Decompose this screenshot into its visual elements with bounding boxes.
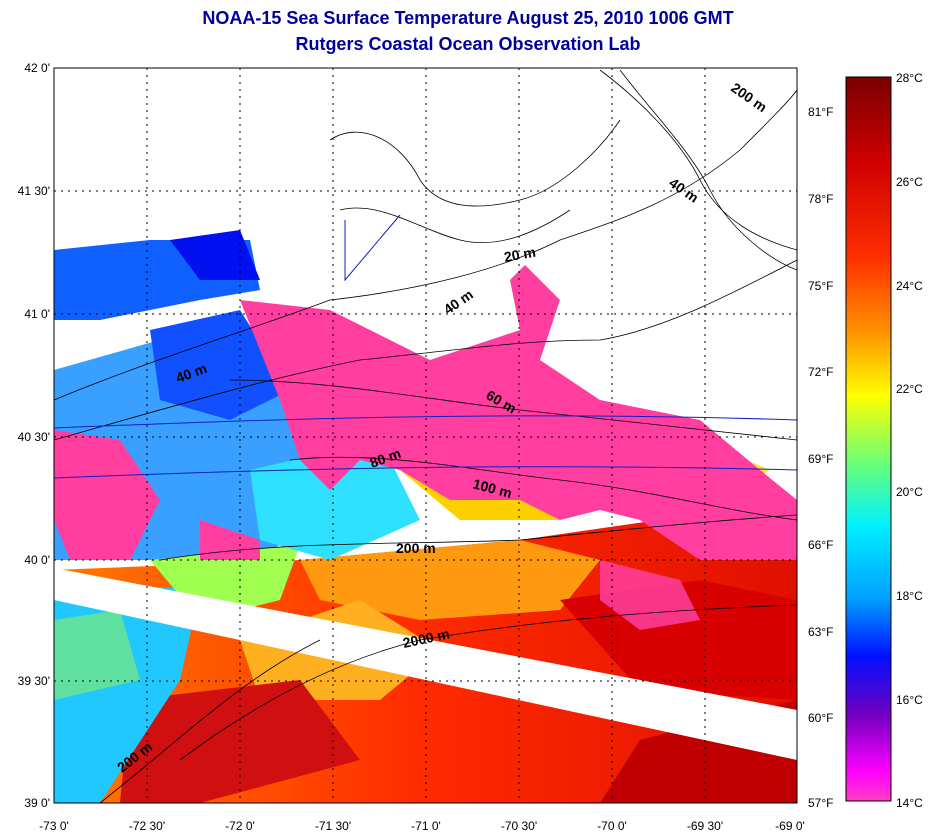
lon-label: -71 30' — [315, 819, 351, 833]
celsius-label: 20°C — [896, 485, 923, 499]
lat-label: 42 0' — [24, 61, 50, 75]
lat-label: 41 0' — [24, 307, 50, 321]
celsius-label: 26°C — [896, 175, 923, 189]
colorbar — [845, 76, 892, 802]
fahrenheit-label: 57°F — [808, 796, 833, 810]
lon-label: -69 30' — [687, 819, 723, 833]
fahrenheit-label: 66°F — [808, 538, 833, 552]
fahrenheit-label: 81°F — [808, 105, 833, 119]
lat-axis: 42 0' 41 30' 41 0' 40 30' 40 0' 39 30' 3… — [18, 61, 50, 810]
fahrenheit-label: 69°F — [808, 452, 833, 466]
lon-label: -70 30' — [501, 819, 537, 833]
lon-label: -72 0' — [225, 819, 255, 833]
celsius-label: 24°C — [896, 279, 923, 293]
lat-label: 40 0' — [24, 553, 50, 567]
fahrenheit-label: 63°F — [808, 625, 833, 639]
map-subtitle: Rutgers Coastal Ocean Observation Lab — [295, 34, 641, 54]
lat-label: 39 0' — [24, 796, 50, 810]
contour-label: 200 m — [396, 540, 436, 556]
lon-label: -70 0' — [597, 819, 627, 833]
map-title: NOAA-15 Sea Surface Temperature August 2… — [202, 8, 734, 28]
fahrenheit-label: 72°F — [808, 365, 833, 379]
lon-label: -73 0' — [39, 819, 69, 833]
celsius-label: 28°C — [896, 71, 923, 85]
fahrenheit-label: 78°F — [808, 192, 833, 206]
celsius-label: 16°C — [896, 693, 923, 707]
lat-label: 40 30' — [18, 430, 50, 444]
celsius-label: 18°C — [896, 589, 923, 603]
celsius-axis: 28°C 26°C 24°C 22°C 20°C 18°C 16°C 14°C — [896, 71, 923, 810]
map-frame — [53, 67, 798, 804]
fahrenheit-label: 60°F — [808, 711, 833, 725]
lon-label: -69 0' — [775, 819, 805, 833]
lat-label: 41 30' — [18, 184, 50, 198]
celsius-label: 14°C — [896, 796, 923, 810]
bathymetry-contours — [54, 69, 797, 803]
lat-lon-grid — [54, 68, 797, 803]
contour-label: 20 m — [503, 244, 537, 265]
celsius-label: 22°C — [896, 382, 923, 396]
lon-axis: -73 0' -72 30' -72 0' -71 30' -71 0' -70… — [39, 819, 805, 833]
fahrenheit-axis: 81°F 78°F 75°F 72°F 69°F 66°F 63°F 60°F … — [808, 105, 833, 810]
lon-label: -72 30' — [129, 819, 165, 833]
lon-label: -71 0' — [411, 819, 441, 833]
fahrenheit-label: 75°F — [808, 279, 833, 293]
lat-label: 39 30' — [18, 674, 50, 688]
transect-lines — [54, 214, 797, 479]
